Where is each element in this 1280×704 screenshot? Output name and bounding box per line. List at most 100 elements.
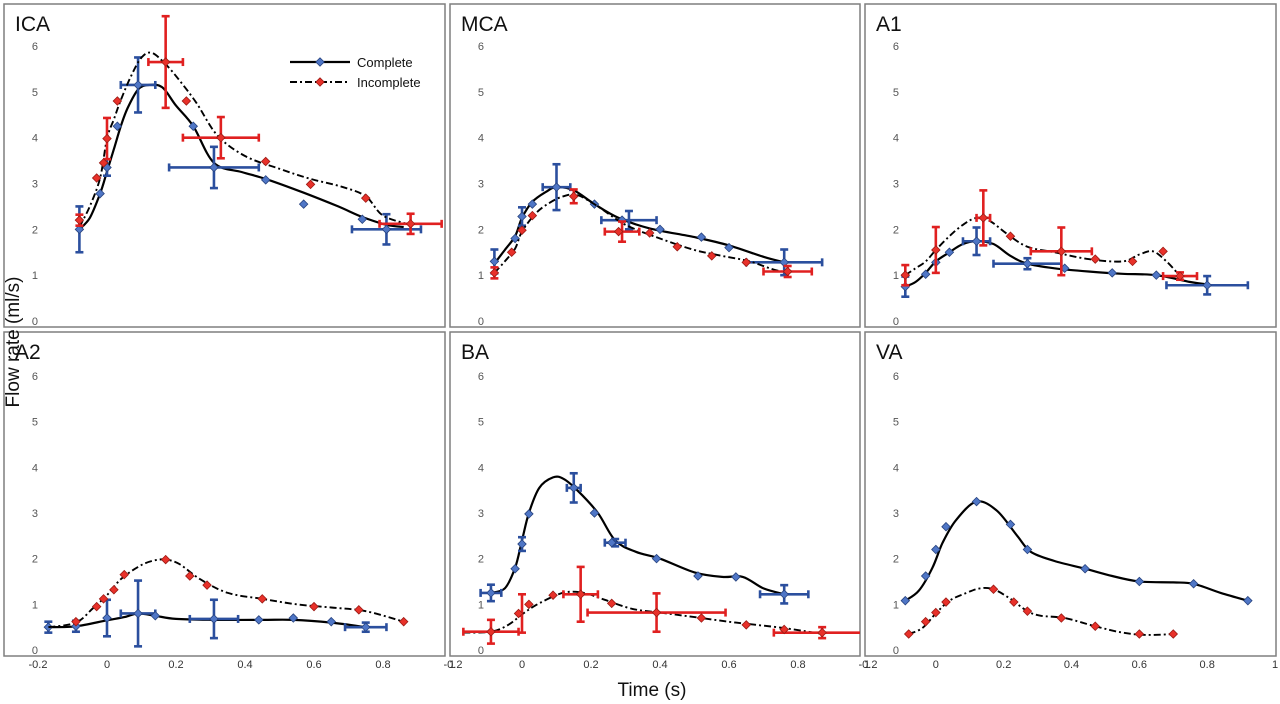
y-tick-label: 5 — [478, 87, 484, 99]
data-point-complete — [1022, 258, 1033, 269]
x-tick-label: 1 — [1272, 659, 1278, 671]
panel-ba: 0 1 2 3 4 5 6 BA — [449, 331, 861, 657]
panel-ica: 0 1 2 3 4 5 6 ICA — [3, 3, 446, 328]
data-point-incomplete — [216, 132, 226, 143]
data-point-complete — [606, 537, 617, 548]
x-tick-label: 0.2 — [168, 659, 183, 671]
data-point-complete — [150, 610, 161, 621]
data-point-incomplete — [398, 616, 409, 627]
data-point-incomplete — [1090, 621, 1101, 632]
data-point-incomplete — [305, 179, 316, 190]
series-line-incomplete — [908, 586, 1174, 636]
legend-marker-incomplete — [315, 77, 325, 87]
y-tick-label: 6 — [478, 41, 484, 53]
data-point-incomplete — [524, 599, 534, 610]
series-line-incomplete — [493, 193, 795, 274]
panel-title: BA — [461, 341, 489, 364]
data-point-complete — [326, 616, 337, 627]
y-tick-label: 4 — [893, 133, 899, 145]
data-point-complete — [1080, 563, 1090, 574]
y-tick-label: 0 — [893, 645, 899, 657]
panel-title: ICA — [15, 13, 50, 36]
x-tick-label: 0 — [933, 659, 939, 671]
data-point-complete — [527, 199, 538, 209]
y-tick-label: 0 — [32, 316, 38, 328]
data-point-incomplete — [1175, 271, 1185, 281]
data-point-incomplete — [613, 226, 624, 237]
series-line-complete — [904, 240, 1208, 288]
y-tick-label: 6 — [478, 371, 484, 383]
data-point-complete — [298, 199, 309, 209]
data-point-incomplete — [644, 228, 655, 238]
y-tick-label: 2 — [478, 554, 484, 566]
x-tick-label: -0.2 — [29, 659, 48, 671]
x-tick-label: 1 — [864, 659, 870, 671]
data-point-incomplete — [1022, 606, 1033, 616]
data-point-complete — [651, 553, 662, 564]
data-point-complete — [900, 595, 911, 606]
data-point-incomplete — [1127, 256, 1138, 267]
data-point-incomplete — [941, 597, 951, 607]
data-point-incomplete — [517, 225, 527, 236]
data-point-complete — [43, 622, 54, 632]
x-tick-label: 0.8 — [375, 659, 390, 671]
series-line-incomplete — [904, 216, 1181, 277]
plot-area — [900, 496, 1253, 639]
y-tick-label: 2 — [893, 554, 899, 566]
data-point-incomplete — [1090, 254, 1101, 264]
data-point-complete — [486, 588, 496, 598]
y-tick-label: 4 — [32, 462, 38, 474]
data-point-complete — [510, 233, 520, 244]
series-line-incomplete — [463, 590, 823, 635]
y-tick-label: 6 — [32, 41, 38, 53]
x-tick-label: 0.4 — [1064, 659, 1079, 671]
y-tick-label: 1 — [32, 270, 38, 282]
data-point-incomplete — [978, 213, 989, 223]
x-tick-label: 0.2 — [996, 659, 1011, 671]
data-point-incomplete — [575, 589, 586, 600]
data-point-incomplete — [548, 590, 558, 600]
legend-marker-complete — [315, 57, 325, 67]
x-tick-label: -0.2 — [444, 659, 463, 671]
data-point-complete — [779, 589, 789, 600]
y-tick-label: 3 — [893, 179, 899, 191]
series-line-incomplete — [48, 558, 404, 629]
x-tick-labels: -0.2 0 0.2 0.4 0.6 0.8 1-0.2 0 0.2 0.4 0.6 0.8 1-0.2… — [29, 659, 1279, 671]
data-point-incomplete — [98, 158, 109, 168]
y-tick-label: 2 — [32, 554, 38, 566]
data-point-incomplete — [696, 613, 707, 623]
data-point-incomplete — [1005, 231, 1016, 241]
data-point-incomplete — [513, 608, 524, 619]
data-point-incomplete — [102, 133, 112, 144]
data-point-complete — [1022, 544, 1033, 555]
data-point-incomplete — [185, 571, 195, 581]
y-tick-label: 1 — [893, 599, 899, 611]
y-tick-label: 1 — [893, 270, 899, 282]
data-point-complete — [510, 563, 520, 574]
x-tick-label: 0 — [104, 659, 110, 671]
data-point-incomplete — [257, 594, 268, 604]
y-tick-label: 1 — [478, 599, 484, 611]
data-point-complete — [1005, 519, 1016, 530]
data-point-incomplete — [1168, 629, 1179, 639]
data-point-complete — [209, 162, 219, 173]
data-point-complete — [1151, 270, 1162, 280]
data-point-complete — [133, 80, 143, 90]
y-tick-label: 2 — [893, 224, 899, 236]
data-point-incomplete — [817, 627, 827, 638]
data-point-incomplete — [181, 96, 192, 106]
y-tick-label: 3 — [478, 508, 484, 520]
plot-area — [489, 162, 824, 280]
y-tick-label: 5 — [32, 417, 38, 429]
y-tick-label: 4 — [893, 462, 899, 474]
data-point-incomplete — [741, 257, 752, 268]
y-tick-label: 4 — [32, 133, 38, 145]
data-point-complete — [288, 613, 299, 623]
x-tick-label: 0.8 — [790, 659, 805, 671]
plot-area — [462, 471, 860, 645]
data-point-complete — [209, 614, 219, 624]
legend-label-incomplete: Incomplete — [357, 75, 421, 90]
series-incomplete — [74, 14, 443, 236]
panel-title: A1 — [876, 13, 902, 36]
